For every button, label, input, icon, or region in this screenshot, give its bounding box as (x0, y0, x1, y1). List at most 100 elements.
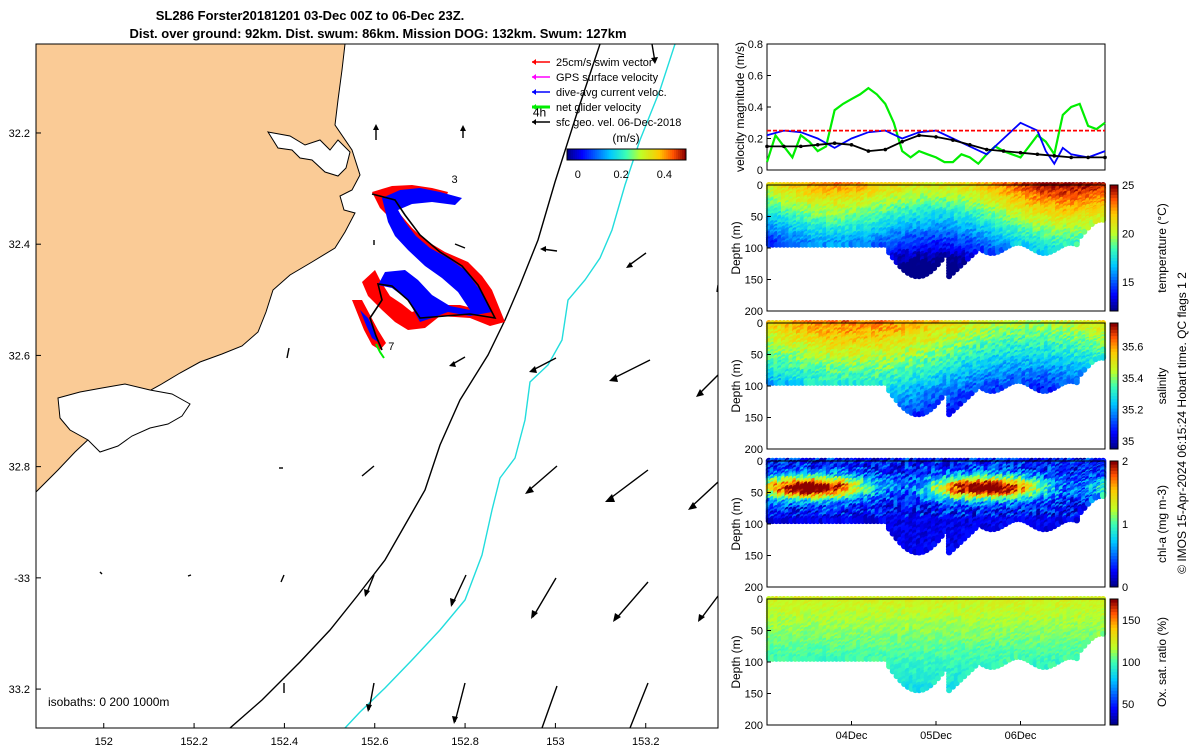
arrow-head (373, 124, 379, 130)
section-colorbar-cell (1110, 244, 1118, 249)
arrow-head (531, 610, 538, 619)
arrow-head (609, 374, 618, 382)
velocity-point (968, 143, 972, 147)
glider-path-line (369, 193, 497, 351)
map-x-tick-label: 152 (95, 736, 113, 748)
section-colorbar-cell (1110, 191, 1118, 195)
map-y-tick-label: 33.2 (9, 684, 30, 696)
colorbar-cell (666, 149, 669, 160)
section-colorbar-cell (1110, 263, 1118, 268)
arrow-head (613, 613, 621, 622)
velocity-point (984, 147, 989, 152)
track-annotation-3: 3 (452, 174, 458, 186)
geo-velocity-arrow (187, 574, 192, 577)
colorbar-cell (680, 149, 683, 160)
geo-velocity-arrow (607, 469, 649, 501)
arrow-head (529, 366, 537, 373)
colorbar-cell (682, 149, 685, 160)
section-colorbar-cell (1110, 188, 1118, 192)
colorbar-cell (672, 149, 675, 160)
section-colorbar-cell (1110, 229, 1118, 233)
section-colorbar-tick-label: 20 (1122, 228, 1134, 240)
colorbar-cell (602, 149, 606, 160)
map-y-tick-label: 32.4 (9, 239, 30, 251)
velocity-point (951, 138, 955, 142)
colorbar-cell (608, 149, 612, 160)
geo-velocity-arrow (526, 465, 558, 493)
map-x-tick-label: 153 (546, 736, 564, 748)
map-x-tick-label: 153.2 (632, 736, 660, 748)
section-colorbar-cell (1110, 219, 1118, 224)
colorbar-cell (628, 149, 631, 160)
section-colorbar-cell (1110, 207, 1118, 211)
colorbar-cell (568, 149, 572, 160)
velocity-y-tick-label: 0.6 (748, 71, 763, 83)
map-y-tick-label: 32.6 (9, 350, 30, 362)
geo-velocity-arrow (532, 577, 557, 618)
section-colorbar-cell (1110, 213, 1118, 217)
colorbar-cell (648, 149, 651, 160)
geo-velocity-arrow (629, 682, 649, 728)
section-colorbar-cell (1110, 235, 1118, 240)
map-y-tick-label: 32.2 (9, 128, 30, 140)
map-panel: 3 7 4h (9, 43, 719, 748)
arrow-head (452, 716, 458, 724)
arrow-head (698, 614, 705, 622)
colorbar-cell (630, 149, 633, 160)
section-colorbar-cell (1110, 200, 1118, 205)
section-colorbar-cell (1110, 216, 1118, 221)
section-colorbar-cell (1110, 301, 1118, 306)
section-colorbar-cell (1110, 194, 1118, 199)
legend-arrowhead (532, 74, 536, 80)
map-x-tick-label: 152.2 (180, 736, 208, 748)
section-colorbar-cell (1110, 225, 1118, 230)
velocity-y-axis: 00.20.40.60.8 (748, 39, 771, 177)
colorbar-cell (584, 149, 588, 160)
section-y-tick-label: 100 (745, 243, 763, 255)
colorbar-frame (566, 148, 687, 161)
section-colorbar-cell (1110, 222, 1118, 227)
colorbar-cell (618, 149, 622, 160)
velocity-point (900, 139, 904, 144)
velocity-point (1103, 155, 1107, 160)
colorbar-cell (642, 149, 645, 160)
velocity-series-line (765, 86, 1106, 166)
colorbar-cell (586, 149, 590, 160)
velocity-point (1001, 149, 1006, 153)
legend-arrowhead (532, 119, 536, 125)
colorbar-cell (674, 149, 677, 160)
velocity-y-label: velocity magnitude (m/s) (733, 42, 747, 172)
colorbar-cell (580, 149, 584, 160)
section-y-tick-label: 200 (745, 306, 763, 318)
velocity-point (849, 143, 854, 147)
colorbar-cell (594, 149, 598, 160)
colorbar-cell (636, 149, 639, 160)
colorbar-cell (592, 149, 596, 160)
colorbar-tick-label: 0 (575, 169, 581, 181)
velocity-point (1035, 152, 1040, 157)
map-frame (35, 43, 719, 729)
colorbar-cell (660, 149, 663, 160)
velocity-point (815, 143, 820, 147)
section-sample (938, 394, 945, 401)
colorbar-cell (640, 149, 643, 160)
velocity-point (782, 144, 786, 149)
legend-label: dive-avg current veloc. (556, 87, 667, 99)
colorbar-cell (664, 149, 667, 160)
colorbar-cell (576, 149, 580, 160)
colorbar-cell (670, 149, 673, 160)
legend-label: GPS surface velocity (556, 72, 659, 84)
section-colorbar-cell (1110, 197, 1118, 202)
section-sample (938, 256, 945, 263)
colorbar-cell (567, 149, 570, 160)
net-glider-velocity-marker (375, 343, 385, 359)
velocity-point (765, 144, 769, 149)
velocity-point (1018, 150, 1023, 155)
velocity-point (799, 144, 803, 149)
section-colorbar-cell (1110, 276, 1118, 280)
section-colorbar-cell (1110, 257, 1118, 262)
